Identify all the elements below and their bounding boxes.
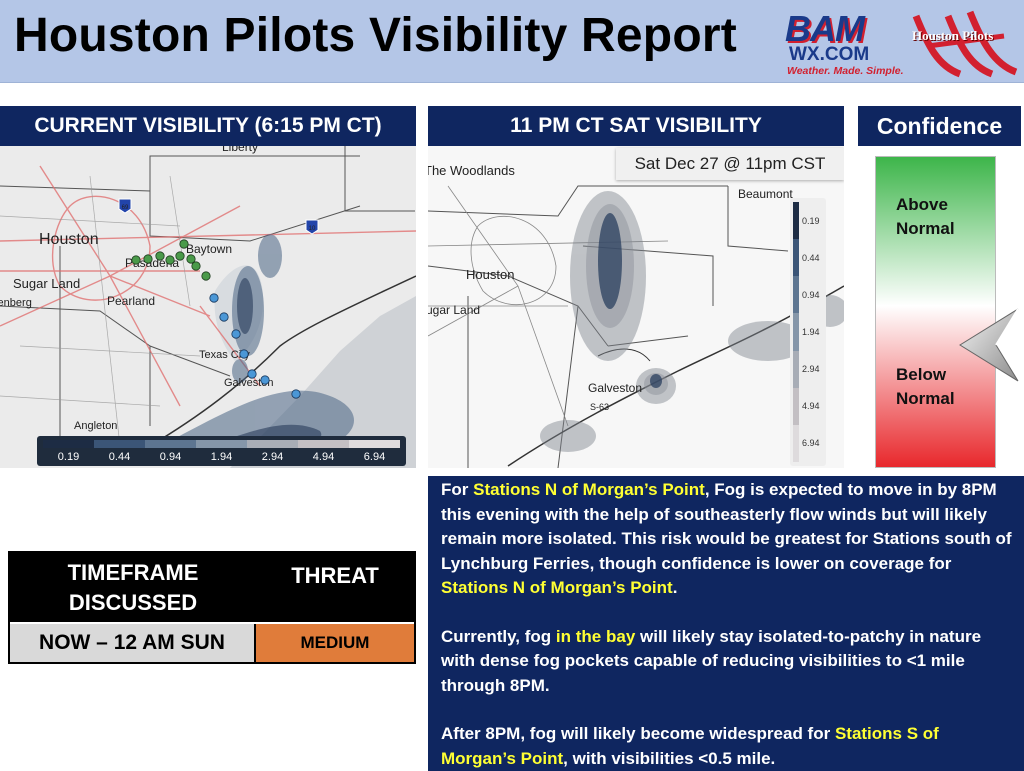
- station-marker-green[interactable]: [191, 261, 201, 271]
- title-bar: Houston Pilots Visibility Report BAM WX.…: [0, 0, 1024, 83]
- bam-logo: BAM WX.COM Weather. Made. Simple.: [783, 8, 905, 78]
- forecast-legend-label: 6.94: [802, 438, 820, 449]
- forecast-legend-label: 2.94: [802, 364, 820, 375]
- station-marker-blue[interactable]: [260, 375, 270, 385]
- discussion-paragraph-2: Currently, fog in the bay will likely st…: [441, 625, 1014, 699]
- discussion-paragraph-1: For Stations N of Morgan’s Point, Fog is…: [441, 478, 1014, 601]
- confidence-header: Confidence: [858, 106, 1021, 146]
- current-map-svg: 10 69 Liberty Houston Baytown Pasadena S…: [0, 146, 416, 468]
- timeframe-column-header: TIMEFRAME DISCUSSED: [67, 559, 199, 615]
- map-label-houston: Houston: [466, 267, 514, 282]
- forecast-legend-colorbar: [793, 202, 799, 462]
- forecast-visibility-legend: 0.19 0.44 0.94 1.94 2.94 4.94 6.94: [790, 198, 826, 466]
- discussion-text: .: [672, 578, 678, 597]
- interstate-10-label: 10: [309, 226, 316, 232]
- houston-pilots-mark-icon: [912, 10, 1018, 78]
- current-legend-colorbar: [43, 440, 400, 448]
- station-marker-green[interactable]: [179, 239, 189, 249]
- bam-logo-top: BAM: [785, 8, 865, 49]
- forecast-legend-label: 1.94: [802, 326, 820, 337]
- map-label-galveston: Galveston: [588, 381, 642, 395]
- station-marker-green[interactable]: [201, 271, 211, 281]
- bam-logo-domain: WX.COM: [789, 44, 870, 65]
- station-marker-blue[interactable]: [231, 329, 241, 339]
- highlighted-text: Stations N of Morgan’s Point: [473, 480, 705, 499]
- confidence-below-label: Below Normal: [896, 365, 955, 408]
- discussion-text: After 8PM, fog will likely become widesp…: [441, 724, 835, 743]
- confidence-gauge: Above Normal Below Normal: [875, 156, 996, 468]
- interstate-10-shield-icon: [305, 219, 319, 235]
- forecast-legend-label: 0.44: [802, 252, 820, 263]
- map-label-houston: Houston: [39, 231, 99, 248]
- discussion-text: , Fog is expected to move in by 8PM this…: [441, 480, 1012, 573]
- bam-logo-tagline: Weather. Made. Simple.: [787, 65, 904, 77]
- current-visibility-map: 10 69 Liberty Houston Baytown Pasadena S…: [0, 146, 416, 468]
- forecast-legend-label: 4.94: [802, 401, 820, 412]
- threat-column-header: THREAT: [291, 562, 379, 588]
- map-label-pearland: Pearland: [107, 294, 155, 308]
- current-legend-label: 2.94: [261, 451, 284, 463]
- highlighted-text: in the bay: [555, 626, 636, 646]
- current-legend-label: 1.94: [210, 451, 233, 463]
- current-visibility-header: CURRENT VISIBILITY (6:15 PM CT): [0, 106, 416, 146]
- station-marker-blue[interactable]: [219, 312, 229, 322]
- station-marker-blue[interactable]: [247, 369, 257, 379]
- highlighted-text: Stations N of Morgan’s Point: [441, 578, 673, 597]
- confidence-pointer-icon: [959, 308, 1019, 382]
- station-marker-green[interactable]: [131, 255, 141, 265]
- map-label-angleton: Angleton: [74, 420, 117, 432]
- forecast-visibility-header: 11 PM CT SAT VISIBILITY: [428, 106, 844, 146]
- discussion-text: will likely stay isolated-to-patchy in n…: [441, 626, 982, 695]
- timeframe-value: NOW – 12 AM SUN: [10, 624, 256, 662]
- threat-value: MEDIUM: [256, 624, 414, 662]
- map-label-sugar-land: Sugar Land: [428, 303, 480, 317]
- station-marker-green[interactable]: [165, 255, 175, 265]
- forecast-timestamp: Sat Dec 27 @ 11pm CST: [616, 148, 844, 180]
- map-label-baytown: Baytown: [186, 242, 232, 256]
- current-legend-label: 0.19: [57, 451, 80, 463]
- confidence-above-label: Above Normal: [896, 195, 955, 238]
- station-marker-green[interactable]: [175, 251, 185, 261]
- current-legend-label: 6.94: [363, 451, 386, 463]
- discussion-text: Currently, fog: [441, 626, 556, 646]
- station-marker-blue[interactable]: [291, 389, 301, 399]
- interstate-69-shield-icon: [118, 198, 132, 214]
- current-legend-label: 4.94: [312, 451, 335, 463]
- discussion-text: , with visibilities <0.5 mile.: [563, 748, 776, 768]
- current-legend-label: 0.94: [159, 451, 182, 463]
- map-label-liberty: Liberty: [222, 146, 258, 154]
- map-label-rosenberg: Rosenberg: [0, 297, 32, 309]
- forecast-legend-label: 0.19: [802, 215, 820, 226]
- station-marker-green[interactable]: [186, 254, 196, 264]
- map-road-label: S-63: [590, 402, 609, 412]
- forecast-map-svg: The Woodlands Houston Sugar Land Beaumon…: [428, 146, 844, 468]
- map-label-sugar-land: Sugar Land: [13, 276, 80, 291]
- forecast-discussion: For Stations N of Morgan’s Point, Fog is…: [428, 476, 1024, 771]
- interstate-69-label: 69: [122, 205, 129, 211]
- page-title: Houston Pilots Visibility Report: [14, 9, 737, 62]
- map-label-the-woodlands: The Woodlands: [428, 163, 515, 178]
- houston-pilots-name: Houston Pilots: [912, 28, 994, 43]
- forecast-visibility-map: The Woodlands Houston Sugar Land Beaumon…: [428, 146, 844, 468]
- map-label-beaumont: Beaumont: [738, 187, 793, 201]
- current-visibility-legend: 0.19 0.44 0.94 1.94 2.94 4.94 6.94: [37, 436, 406, 466]
- threat-table: TIMEFRAME DISCUSSED THREAT NOW – 12 AM S…: [8, 551, 416, 664]
- station-marker-green[interactable]: [143, 254, 153, 264]
- current-legend-label: 0.44: [108, 451, 131, 463]
- station-marker-blue[interactable]: [209, 293, 219, 303]
- station-marker-blue[interactable]: [239, 349, 249, 359]
- station-marker-green[interactable]: [155, 251, 165, 261]
- map-label-texas-city: Texas City: [199, 349, 250, 361]
- discussion-paragraph-3: After 8PM, fog will likely become widesp…: [441, 722, 1014, 771]
- houston-pilots-logo: Houston Pilots: [908, 6, 1020, 78]
- highlighted-text: Stations S of Morgan’s Point: [441, 724, 939, 768]
- forecast-legend-label: 0.94: [802, 289, 820, 300]
- discussion-text: For: [441, 480, 474, 499]
